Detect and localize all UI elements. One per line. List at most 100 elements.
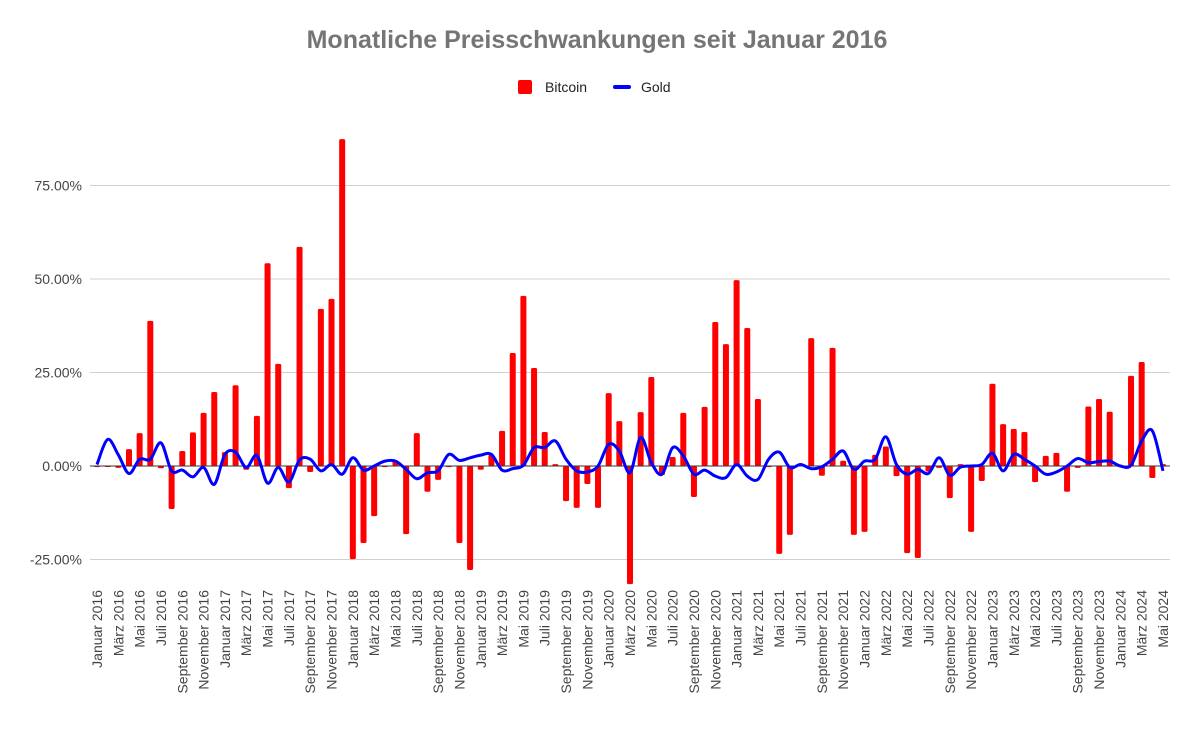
bar-bitcoin <box>168 466 175 510</box>
x-tick-label: März 2019 <box>494 590 510 656</box>
bar-bitcoin <box>989 383 996 466</box>
bar-bitcoin <box>157 466 164 469</box>
bar-bitcoin <box>861 466 868 532</box>
bar-bitcoin <box>360 466 367 544</box>
x-tick-label: Juli 2023 <box>1048 590 1064 646</box>
x-tick-label: November 2021 <box>835 590 851 690</box>
x-tick-label: Januar 2017 <box>217 590 233 668</box>
legend-label-gold: Gold <box>641 79 671 95</box>
x-tick-label: März 2024 <box>1134 590 1150 656</box>
x-tick-label: März 2020 <box>622 590 638 656</box>
bar-bitcoin <box>850 466 857 535</box>
bar-bitcoin <box>563 466 570 502</box>
bar-bitcoin <box>840 460 847 466</box>
bar-bitcoin <box>477 466 484 470</box>
y-tick-label: 25.00% <box>35 365 82 381</box>
bar-bitcoin <box>744 327 751 466</box>
x-tick-label: Januar 2024 <box>1112 590 1128 668</box>
bar-bitcoin <box>754 399 761 466</box>
bar-bitcoin <box>275 363 282 466</box>
x-tick-label: September 2020 <box>686 590 702 694</box>
bitcoin-bars <box>94 139 1166 585</box>
x-tick-label: September 2019 <box>558 590 574 694</box>
bar-bitcoin <box>1138 362 1145 466</box>
x-tick-label: Mai 2022 <box>899 590 915 648</box>
bar-bitcoin <box>1096 399 1103 466</box>
x-tick-label: Juli 2017 <box>281 590 297 646</box>
bar-bitcoin <box>605 393 612 466</box>
x-tick-label: Januar 2019 <box>473 590 489 668</box>
bar-bitcoin <box>200 412 207 466</box>
legend: Bitcoin Gold <box>518 79 671 95</box>
legend-swatch-gold <box>613 85 631 89</box>
x-tick-label: September 2021 <box>814 590 830 694</box>
bar-bitcoin <box>1042 455 1049 466</box>
bar-bitcoin <box>317 308 324 466</box>
bar-bitcoin <box>509 353 516 466</box>
bar-bitcoin <box>520 295 527 466</box>
bar-bitcoin <box>584 466 591 484</box>
bar-bitcoin <box>1000 424 1007 466</box>
bar-bitcoin <box>701 406 708 466</box>
bar-bitcoin <box>1064 466 1071 492</box>
bar-bitcoin <box>1053 452 1060 466</box>
bar-bitcoin <box>125 449 132 466</box>
x-tick-label: März 2023 <box>1006 590 1022 656</box>
bar-bitcoin <box>904 466 911 554</box>
x-tick-label: März 2021 <box>750 590 766 656</box>
bar-bitcoin <box>1128 375 1135 466</box>
y-tick-label: 50.00% <box>35 271 82 287</box>
bar-bitcoin <box>371 466 378 517</box>
y-tick-label: 75.00% <box>35 178 82 194</box>
bar-bitcoin <box>179 451 186 466</box>
legend-swatch-bitcoin <box>518 80 532 94</box>
x-tick-label: Mai 2019 <box>515 590 531 648</box>
x-axis: Januar 2016 März 2016 Mai 2016 Juli 2016 Sep… <box>89 590 1171 694</box>
bar-bitcoin <box>403 466 410 535</box>
y-axis: -25.00% 0.00% 25.00% 50.00% 75.00% <box>30 178 82 568</box>
legend-label-bitcoin: Bitcoin <box>545 79 587 95</box>
x-tick-label: Juli 2016 <box>153 590 169 646</box>
x-tick-label: Juli 2022 <box>920 590 936 646</box>
x-tick-label: September 2016 <box>174 590 190 694</box>
bar-bitcoin <box>968 466 975 532</box>
bar-bitcoin <box>1085 406 1092 466</box>
bar-bitcoin <box>499 430 506 466</box>
x-tick-label: Januar 2021 <box>729 590 745 668</box>
x-tick-label: März 2017 <box>238 590 254 656</box>
x-tick-label: Januar 2020 <box>601 590 617 668</box>
bar-bitcoin <box>669 457 676 466</box>
x-tick-label: Mai 2023 <box>1027 590 1043 648</box>
bar-bitcoin <box>253 415 260 466</box>
x-tick-label: November 2020 <box>707 590 723 690</box>
bar-bitcoin <box>296 246 303 466</box>
y-tick-label: -25.00% <box>30 552 82 568</box>
y-tick-label: 0.00% <box>42 458 82 474</box>
bar-bitcoin <box>829 347 836 466</box>
x-tick-label: März 2016 <box>110 590 126 656</box>
bar-bitcoin <box>1106 411 1113 466</box>
bar-bitcoin <box>339 139 346 466</box>
gold-line <box>95 428 1165 486</box>
bar-bitcoin <box>349 466 356 560</box>
x-tick-label: November 2017 <box>324 590 340 690</box>
bar-bitcoin <box>328 298 335 466</box>
x-tick-label: September 2018 <box>430 590 446 694</box>
bar-bitcoin <box>456 466 463 544</box>
x-tick-label: Januar 2023 <box>984 590 1000 668</box>
bar-bitcoin <box>413 433 420 466</box>
bar-bitcoin <box>882 446 889 466</box>
x-tick-label: November 2018 <box>451 590 467 690</box>
bar-bitcoin <box>1010 428 1017 466</box>
x-tick-label: Januar 2018 <box>345 590 361 668</box>
x-tick-label: November 2023 <box>1091 590 1107 690</box>
x-tick-label: September 2023 <box>1070 590 1086 694</box>
bar-bitcoin <box>712 322 719 466</box>
bar-bitcoin <box>1032 466 1039 483</box>
bar-bitcoin <box>978 466 985 481</box>
x-tick-label: November 2019 <box>579 590 595 690</box>
bar-bitcoin <box>189 432 196 466</box>
bar-bitcoin <box>573 466 580 508</box>
x-tick-label: Mai 2016 <box>132 590 148 648</box>
